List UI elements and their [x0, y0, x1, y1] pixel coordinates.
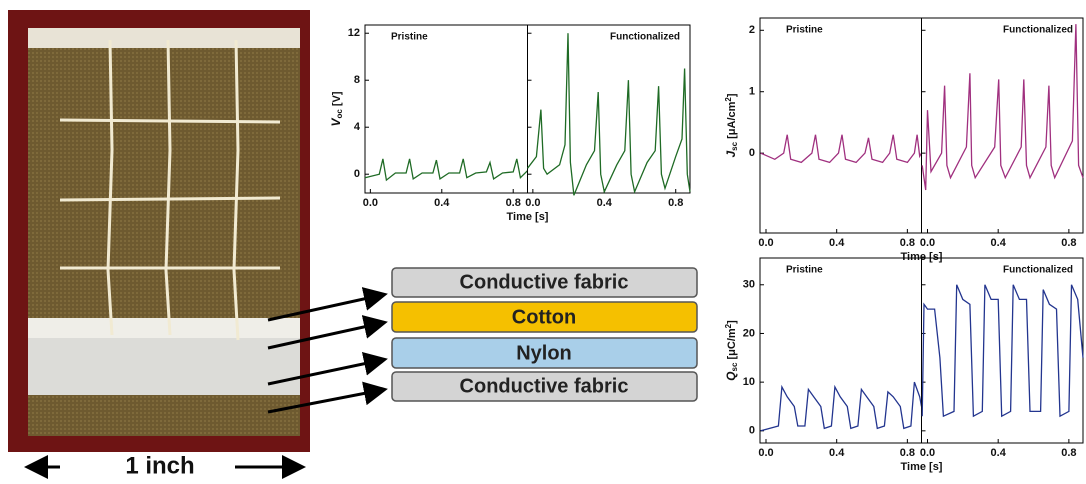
y-axis-label-part: ]: [726, 320, 738, 324]
y-axis-label-part: sc: [730, 362, 739, 371]
panel-title: Pristine: [786, 25, 823, 36]
y-axis-label-part: Q: [724, 371, 738, 381]
layer-label: Cotton: [512, 306, 576, 328]
y-tick-label: 2: [749, 24, 755, 36]
x-tick-label: 0.4: [597, 197, 613, 209]
y-axis-label-part: sc: [730, 141, 739, 150]
x-tick-label: 0.0: [758, 447, 773, 459]
layer-label: Nylon: [516, 342, 572, 364]
x-tick-label: 0.8: [506, 197, 521, 209]
x-tick-label: 0.8: [1061, 237, 1076, 249]
data-line: [760, 381, 923, 432]
x-tick-label: 0.0: [525, 197, 540, 209]
x-tick-label: 0.0: [363, 197, 378, 209]
x-tick-label: 0.8: [1061, 447, 1076, 459]
x-tick-label: 0.4: [991, 237, 1007, 249]
data-line: [760, 134, 923, 164]
y-axis-label: Jsc [μA/cm2]: [724, 93, 739, 157]
x-tick-label: 0.8: [668, 197, 683, 209]
y-axis-label-part: ]: [726, 93, 738, 97]
x-tick-label: 0.4: [829, 237, 845, 249]
y-tick-label: 30: [743, 279, 755, 291]
panel-frame: [364, 24, 528, 194]
x-axis-label: Time [s]: [507, 211, 549, 223]
y-axis-label: Qsc [μC/m2]: [724, 320, 739, 381]
y-axis-label-part: 2: [724, 323, 733, 328]
scale-label: 1 inch: [125, 452, 194, 479]
data-line: [526, 33, 691, 196]
y-tick-label: 1: [749, 86, 755, 98]
panel-frame: [921, 17, 1084, 234]
scale-bar: 1 inch: [24, 452, 306, 479]
panel-frame: [527, 24, 691, 194]
x-tick-label: 0.8: [900, 447, 915, 459]
x-tick-label: 0.4: [434, 197, 450, 209]
panel-title: Pristine: [786, 265, 823, 276]
y-axis-label-part: oc: [335, 109, 344, 119]
data-line: [921, 284, 1084, 418]
y-tick-label: 12: [348, 27, 360, 39]
panel-title: Functionalized: [1003, 25, 1073, 36]
panel-frame: [759, 17, 922, 234]
layer-label: Conductive fabric: [460, 375, 629, 397]
y-tick-label: 0: [354, 168, 360, 180]
x-tick-label: 0.4: [829, 447, 845, 459]
y-axis-label-part: [V]: [331, 91, 343, 109]
y-axis-label-part: 2: [724, 97, 733, 102]
x-tick-label: 0.0: [758, 237, 773, 249]
panel-title: Pristine: [391, 32, 428, 43]
y-tick-label: 0: [749, 425, 755, 437]
panel-frame: [759, 257, 922, 444]
data-line: [364, 158, 528, 182]
panel-title: Functionalized: [1003, 265, 1073, 276]
data-line: [921, 24, 1084, 191]
y-tick-label: 8: [354, 74, 360, 86]
y-tick-label: 10: [743, 376, 755, 388]
panel-title: Functionalized: [610, 32, 680, 43]
x-tick-label: 0.8: [900, 237, 915, 249]
x-tick-label: 0.0: [920, 447, 935, 459]
y-axis-label-part: V: [329, 118, 343, 127]
y-tick-label: 4: [354, 121, 361, 133]
y-tick-label: 0: [749, 147, 755, 159]
y-axis-label: Voc [V]: [329, 91, 343, 126]
x-tick-label: 0.0: [920, 237, 935, 249]
x-axis-label: Time [s]: [901, 251, 943, 263]
x-axis-label: Time [s]: [901, 461, 943, 473]
y-tick-label: 20: [743, 327, 755, 339]
layer-stack: Conductive fabric Cotton Nylon Conductiv…: [267, 267, 698, 414]
x-tick-label: 0.4: [991, 447, 1007, 459]
fabric-photo: [8, 10, 310, 452]
y-axis-label-part: J: [724, 151, 738, 158]
layer-label: Conductive fabric: [460, 271, 629, 293]
panel-frame: [921, 257, 1084, 444]
y-axis-label-part: [μA/cm: [726, 101, 738, 142]
y-axis-label-part: [μC/m: [726, 328, 738, 362]
